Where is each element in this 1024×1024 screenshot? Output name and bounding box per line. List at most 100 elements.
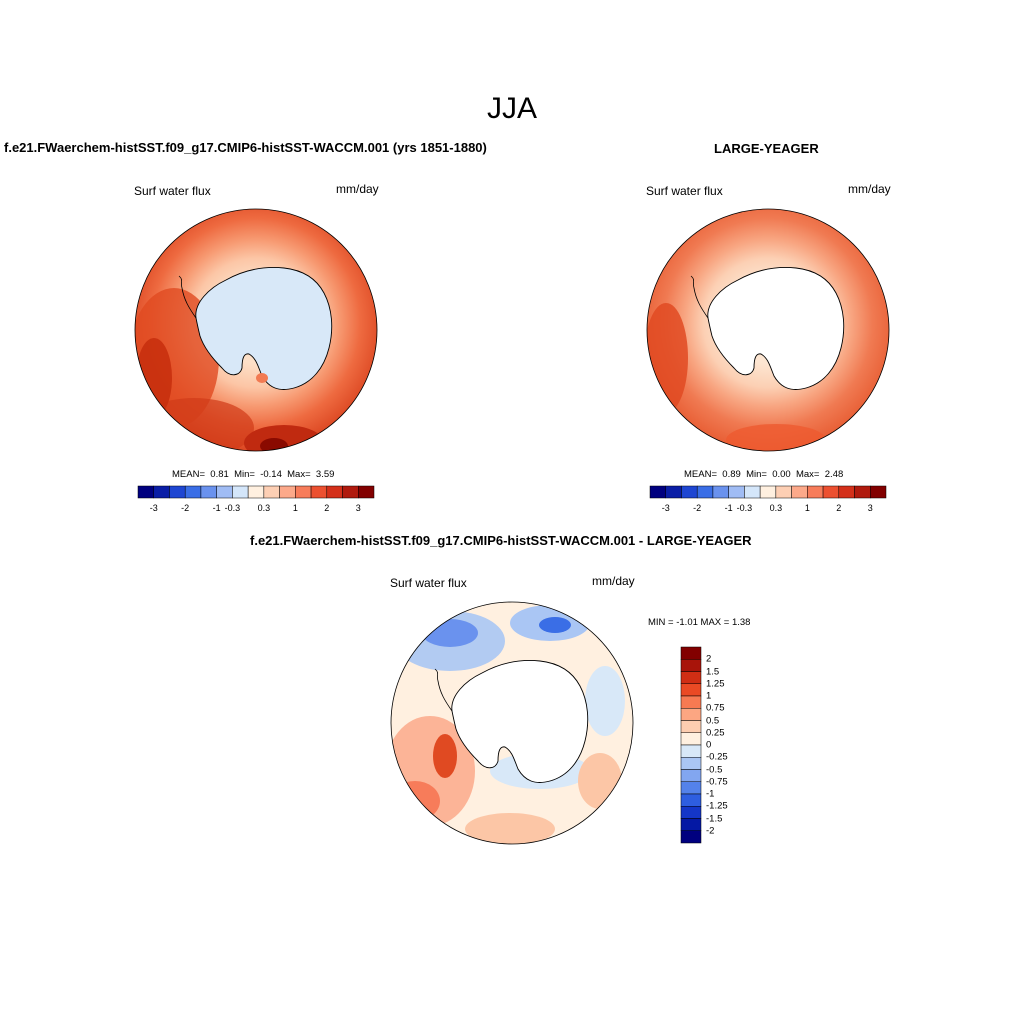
panel2-colorbar-box [807, 485, 824, 499]
panel2-polar-map [646, 208, 890, 452]
panel1-colorbar-box [358, 485, 375, 499]
panel1-colorbar-box [216, 485, 233, 499]
panel3-colorbar-tick-label: 1.25 [706, 678, 725, 690]
panel2-colorbar-box [712, 485, 729, 499]
panel1-colorbar-tick-label: 3 [355, 503, 361, 513]
panel1-colorbar-tick-label: 0.3 [257, 503, 271, 513]
panel1-colorbar-tick-label: 1 [292, 503, 298, 513]
panel3-title: f.e21.FWaerchem-histSST.f09_g17.CMIP6-hi… [250, 533, 752, 548]
panel2-colorbar-box [791, 485, 808, 499]
panel3-colorbar-box [680, 646, 702, 660]
panel1-colorbar-tick-label: -2 [181, 503, 190, 513]
panel1-colorbar [137, 485, 375, 499]
panel2-stats: MEAN= 0.89 Min= 0.00 Max= 2.48 [684, 469, 844, 480]
panel2-units-label: mm/day [848, 182, 891, 196]
panel1-colorbar-box [279, 485, 296, 499]
panel2-colorbar-box [838, 485, 855, 499]
panel3-colorbar-box [680, 806, 702, 819]
panel3-colorbar-box [680, 818, 702, 831]
panel1-units-label: mm/day [336, 182, 379, 196]
panel3-colorbar-box [680, 757, 702, 770]
panel2-title: LARGE-YEAGER [714, 141, 819, 156]
panel3-colorbar-tick-label: 2 [706, 653, 712, 665]
panel3-colorbar-tick-label: 0 [706, 739, 712, 751]
panel3-colorbar-tick-label: 0.5 [706, 715, 720, 726]
panel2-colorbar-box [681, 485, 698, 499]
panel3-colorbar-box [680, 683, 702, 697]
panel1-colorbar-box [295, 485, 312, 499]
panel1-stats: MEAN= 0.81 Min= -0.14 Max= 3.59 [172, 469, 335, 480]
panel2-colorbar-box [822, 485, 840, 499]
panel3-colorbar-box [680, 708, 702, 721]
panel2-colorbar-ticks: -3 -2 -1 -0.3 0.3 1 2 3 [650, 503, 886, 515]
panel2-colorbar-tick-label: 1 [804, 503, 810, 513]
panel2-colorbar-box [728, 485, 745, 499]
panel2-colorbar-tick-label: 0.3 [769, 503, 783, 513]
panel2-colorbar-box [649, 485, 666, 499]
panel3-colorbar-box [680, 830, 702, 844]
panel3-colorbar-tick-label: 1.5 [706, 666, 720, 677]
panel3-colorbar-tick-label: -0.25 [706, 751, 728, 763]
panel1-variable-label: Surf water flux [134, 184, 211, 198]
panel3-colorbar-tick-label: -2 [706, 825, 715, 837]
panel3-colorbar-box [680, 671, 702, 684]
panel3-colorbar-tick-label: 0.75 [706, 702, 725, 714]
panel1-polar-map [134, 208, 378, 452]
panel1-colorbar-box [137, 485, 154, 499]
panel1-colorbar-tick-label: -1 [212, 503, 221, 513]
panel2-colorbar-box [744, 485, 761, 499]
panel3-units-label: mm/day [592, 574, 635, 588]
panel2-antarctica [707, 267, 845, 390]
panel3-polar-map [390, 601, 634, 845]
panel1-antarctica [195, 267, 333, 390]
panel2-colorbar-box [775, 485, 792, 499]
panel1-colorbar-box [232, 485, 249, 499]
panel3-colorbar-tick-label: 1 [706, 690, 712, 702]
panel3-antarctica [451, 660, 589, 783]
panel1-colorbar-box [310, 485, 328, 499]
panel1-colorbar-tick-label: -0.3 [224, 503, 241, 513]
panel1-colorbar-box [326, 485, 343, 499]
panel1-colorbar-box [153, 485, 170, 499]
panel2-colorbar-tick-label: -0.3 [736, 503, 753, 513]
panel3-colorbar-box [680, 659, 702, 672]
panel2-colorbar-box [854, 485, 871, 499]
panel3-colorbar-box [680, 769, 702, 782]
panel3-colorbar-tick-label: -1 [706, 788, 715, 800]
panel1-title: f.e21.FWaerchem-histSST.f09_g17.CMIP6-hi… [4, 140, 487, 155]
panel2-colorbar-box [870, 485, 887, 499]
panel2-colorbar-tick-label: -2 [693, 503, 702, 513]
panel2-variable-label: Surf water flux [646, 184, 723, 198]
panel3-colorbar-box [680, 793, 702, 807]
figure-title: JJA [486, 92, 537, 125]
panel1-colorbar-box [184, 485, 202, 499]
panel1-colorbar-box [247, 485, 265, 499]
panel3-min-max: MIN = -1.01 MAX = 1.38 [648, 617, 751, 628]
panel3-colorbar-tick-label: -0.5 [706, 764, 723, 775]
panel2-colorbar-tick-label: 3 [867, 503, 873, 513]
panel1-colorbar-box [263, 485, 280, 499]
panel3-variable-label: Surf water flux [390, 576, 467, 590]
panel3-colorbar-box [680, 732, 702, 746]
panel3-colorbar-box [680, 781, 702, 795]
panel1-colorbar-tick-label: -3 [149, 503, 158, 513]
panel1-colorbar-box [342, 485, 359, 499]
panel3-colorbar-box [680, 744, 702, 758]
panel3-colorbar-tick-label: 0.25 [706, 727, 725, 739]
panel3-colorbar-tick-label: -0.75 [706, 776, 728, 788]
panel3-colorbar-ticks: 2 1.5 1.25 1 0.75 0.5 0.25 0 -0.25 -0.5 -0.75 -1 -1.… [706, 647, 746, 843]
panel3-colorbar-box [680, 720, 702, 733]
panel2-colorbar-box [665, 485, 682, 499]
panel1-colorbar-box [169, 485, 186, 499]
panel2-colorbar-box [759, 485, 777, 499]
panel3-colorbar [680, 646, 702, 844]
panel2-colorbar-tick-label: 2 [836, 503, 842, 513]
panel2-colorbar [649, 485, 887, 499]
panel1-colorbar-ticks: -3 -2 -1 -0.3 0.3 1 2 3 [138, 503, 374, 515]
panel3-colorbar-box [680, 695, 702, 709]
panel2-colorbar-tick-label: -1 [724, 503, 733, 513]
panel1-colorbar-box [200, 485, 217, 499]
panel2-colorbar-tick-label: -3 [661, 503, 670, 513]
panel3-colorbar-tick-label: -1.5 [706, 813, 723, 824]
panel3-colorbar-tick-label: -1.25 [706, 800, 728, 812]
